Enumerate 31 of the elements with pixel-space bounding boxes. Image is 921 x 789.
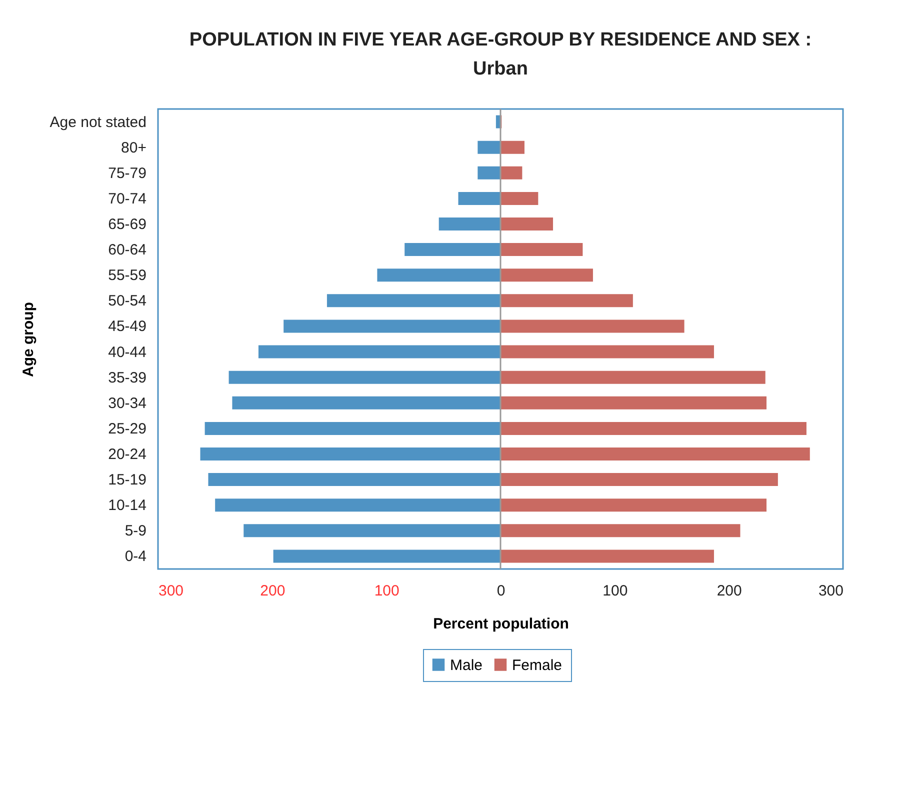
y-tick-label: 50-54 [108,292,146,310]
x-tick-label: 100 [374,582,400,600]
y-tick-label: 5-9 [124,522,146,540]
y-tick-label: Age not stated [50,114,146,131]
x-tick-label: 300 [158,582,184,600]
chart-subtitle: Urban [473,58,528,80]
chart-title: POPULATION IN FIVE YEAR AGE-GROUP BY RESIDENCE AND SEX : [189,29,812,50]
y-tick-label: 45-49 [108,318,146,336]
x-tick-label: 0 [496,582,506,600]
y-tick-label: 35-39 [108,369,146,386]
x-tick-label: 200 [716,582,742,600]
x-tick-label: 300 [818,582,844,600]
y-tick-label: 40-44 [108,344,146,361]
y-tick-label: 0-4 [124,548,146,566]
y-tick-label: 10-14 [108,497,146,514]
x-axis-title: Percent population [433,616,569,632]
legend-label: Female [512,656,562,674]
legend-label: Male [450,656,483,674]
y-tick-label: 30-34 [108,394,146,412]
y-tick-label: 60-64 [108,242,146,259]
x-tick-label: 200 [260,582,286,600]
y-tick-label: 75-79 [108,164,146,182]
y-tick-label: 20-24 [108,446,146,463]
y-tick-label: 25-29 [108,420,146,438]
y-tick-label: 70-74 [108,190,146,208]
y-tick-label: 80+ [121,139,147,156]
y-axis-title: Age group [20,302,37,377]
y-tick-label: 55-59 [108,267,146,284]
y-tick-label: 15-19 [108,472,146,489]
x-tick-label: 100 [602,582,628,600]
y-tick-label: 65-69 [108,216,146,233]
